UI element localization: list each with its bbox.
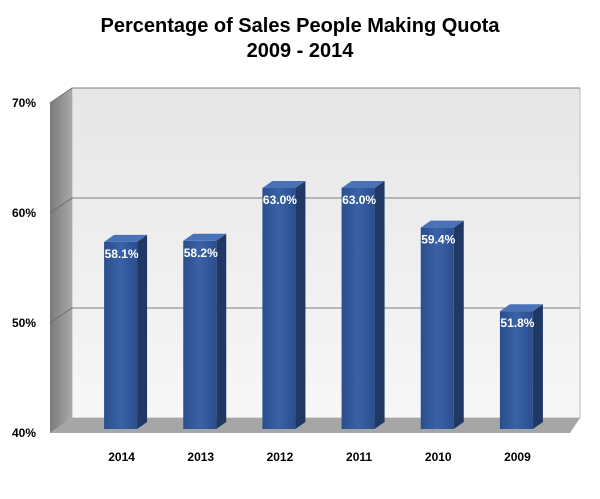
chart-title-line1: Percentage of Sales People Making Quota	[100, 15, 500, 37]
bar	[341, 181, 385, 429]
data-label: 63.0%	[342, 193, 376, 207]
data-label: 59.4%	[421, 233, 455, 247]
bar	[183, 233, 227, 429]
bar	[262, 181, 306, 429]
data-label: 51.8%	[500, 316, 534, 330]
bar	[420, 220, 464, 429]
x-tick-label: 2010	[425, 450, 452, 464]
x-tick-label: 2014	[108, 450, 135, 464]
chart-subtitle: 2009 - 2014	[246, 40, 354, 62]
gridline-side	[49, 197, 73, 214]
data-label: 63.0%	[263, 193, 297, 207]
data-label: 58.2%	[184, 246, 218, 260]
bar	[499, 304, 543, 429]
y-tick-label: 70%	[12, 96, 36, 110]
plot-back-wall	[71, 87, 581, 419]
gridline-side	[49, 87, 73, 104]
bar	[104, 234, 148, 429]
y-tick-label: 50%	[12, 316, 36, 330]
plot-side-wall	[50, 88, 72, 433]
x-tick-label: 2011	[346, 450, 372, 464]
chart-title: Percentage of Sales People Making Quota …	[0, 14, 600, 64]
y-tick-label: 60%	[12, 206, 36, 220]
y-tick-label: 40%	[12, 426, 36, 440]
x-tick-label: 2009	[504, 450, 531, 464]
x-tick-label: 2012	[267, 450, 294, 464]
x-tick-label: 2013	[187, 450, 214, 464]
data-label: 58.1%	[105, 247, 139, 261]
gridline-side	[49, 307, 73, 324]
